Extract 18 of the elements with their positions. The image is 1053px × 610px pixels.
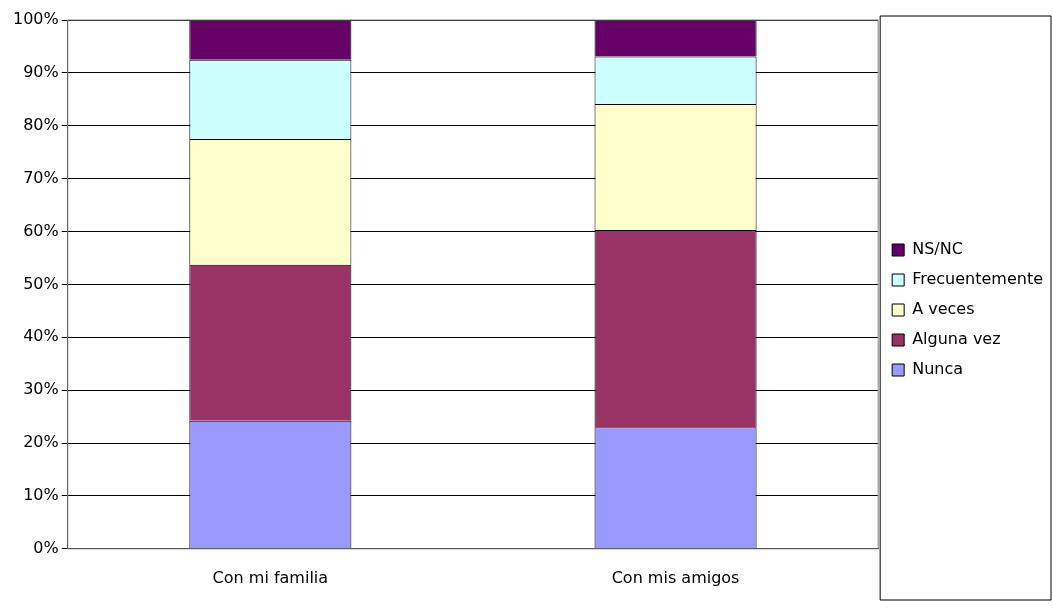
x-tick-label: Con mi familia: [212, 567, 329, 587]
legend-label: Alguna vez: [912, 329, 1001, 349]
y-tick-label: 10%: [23, 485, 59, 505]
legend-label: NS/NC: [912, 239, 963, 259]
y-tick-label: 20%: [23, 432, 59, 452]
y-tick-label: 80%: [23, 114, 59, 134]
y-tick-label: 70%: [23, 167, 59, 187]
y-tick-label: 90%: [23, 62, 59, 82]
legend-label: Nunca: [912, 359, 964, 379]
legend-label: Frecuentemente: [912, 269, 1044, 289]
y-tick-label: 0%: [33, 537, 59, 557]
y-tick-label: 40%: [23, 326, 59, 346]
y-tick-label: 100%: [12, 9, 59, 29]
y-tick-label: 60%: [23, 220, 59, 240]
y-tick-label: 50%: [23, 273, 59, 293]
y-tick-label: 30%: [23, 379, 59, 399]
legend-label: A veces: [912, 299, 975, 319]
x-tick-label: Con mis amigos: [611, 567, 740, 587]
